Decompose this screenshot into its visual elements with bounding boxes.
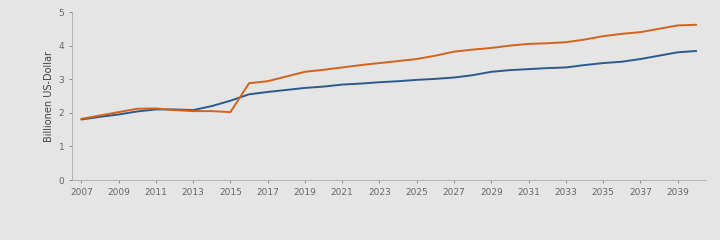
Y-axis label: Billionen US-Dollar: Billionen US-Dollar [45,50,55,142]
